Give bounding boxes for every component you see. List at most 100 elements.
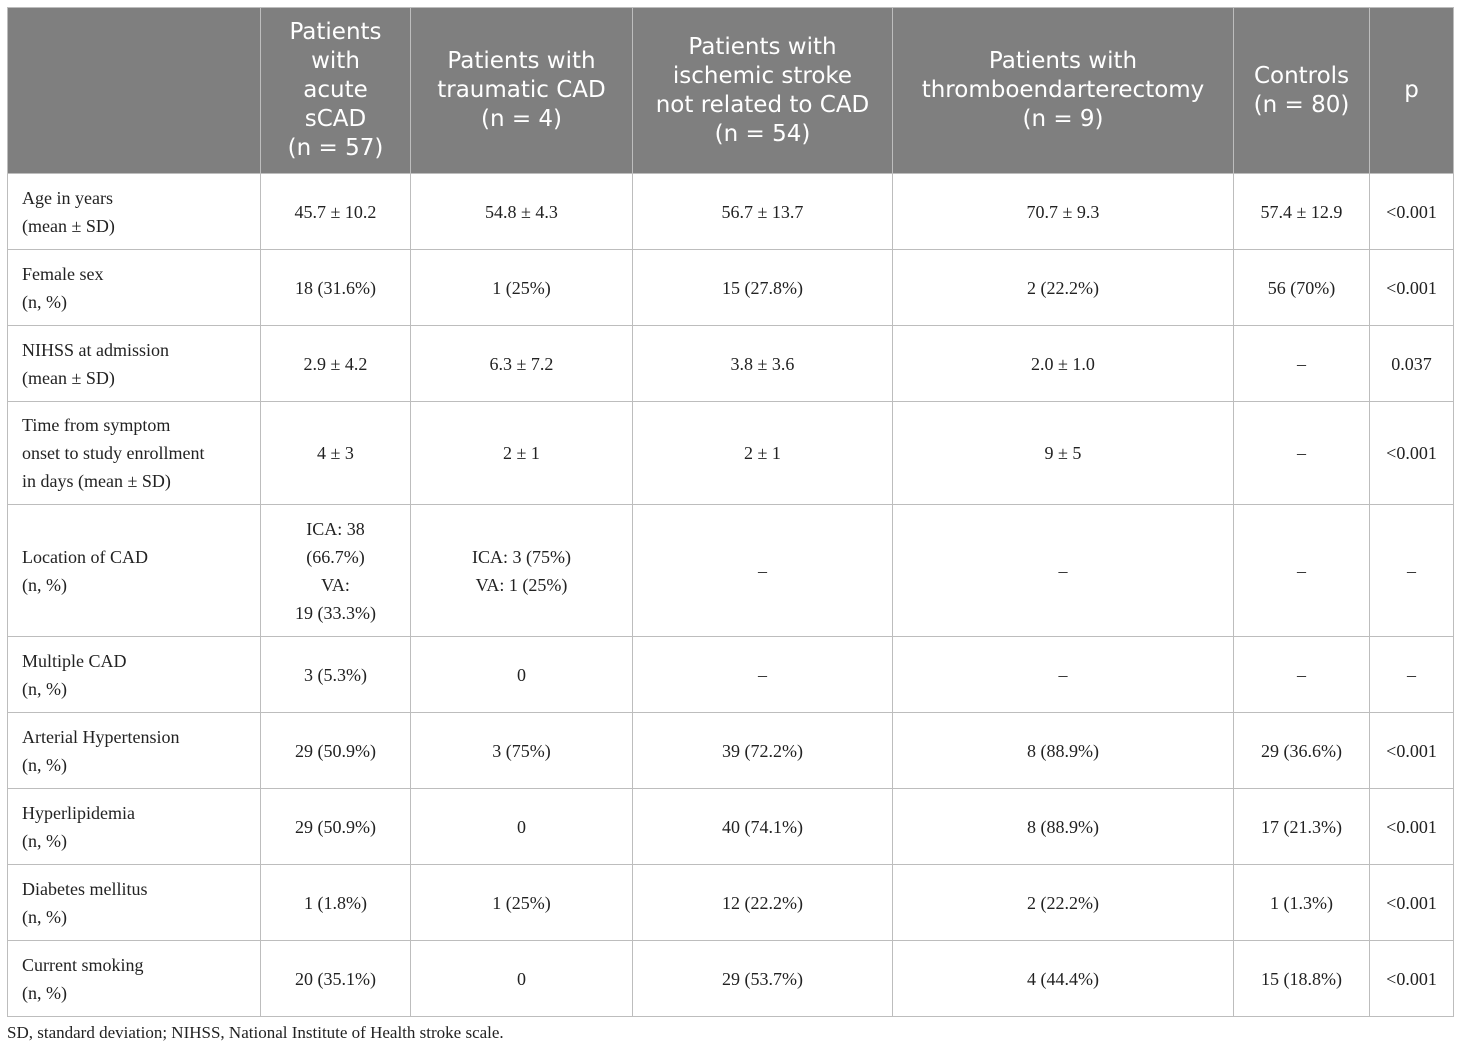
cell-ischemic-stroke: 12 (22.2%) xyxy=(632,864,893,941)
cell-controls: – xyxy=(1233,401,1370,505)
header-row: Patients with acute sCAD (n = 57) Patients w… xyxy=(7,7,1454,174)
cell-line: p xyxy=(1404,77,1419,103)
cell-line: – xyxy=(758,664,767,685)
cell-controls: 29 (36.6%) xyxy=(1233,712,1370,789)
cell-line: ischemic stroke xyxy=(672,62,853,89)
cell-thromboendarterectomy: 2 (22.2%) xyxy=(892,249,1234,326)
cell-line: <0.001 xyxy=(1386,892,1437,913)
cell-line: ICA: 38 xyxy=(306,518,365,539)
row-label: Time from symptom onset to study enrollme… xyxy=(7,401,261,505)
cell-line: 56.7 ± 13.7 xyxy=(721,201,804,222)
cell-line: in days (mean ± SD) xyxy=(22,471,171,491)
header-empty xyxy=(7,7,261,174)
cell-traumatic-cad: 0 xyxy=(410,788,633,865)
cell-p-value: <0.001 xyxy=(1369,401,1454,505)
cell-line: <0.001 xyxy=(1386,201,1437,222)
table-body: Age in years (mean ± SD) 45.7 ± 10.2 54.8 ±… xyxy=(7,173,1454,1017)
cell-line: acute xyxy=(303,77,368,103)
cell-acute-scad: 29 (50.9%) xyxy=(260,788,411,865)
cell-line: 39 (72.2%) xyxy=(722,740,803,761)
cell-line: (n, %) xyxy=(22,678,67,699)
table-container: Patients with acute sCAD (n = 57) Patients w… xyxy=(7,7,1454,1017)
cell-acute-scad: 1 (1.8%) xyxy=(260,864,411,941)
cell-acute-scad: 45.7 ± 10.2 xyxy=(260,173,411,250)
cell-line: VA: xyxy=(321,574,350,595)
cell-traumatic-cad: 54.8 ± 4.3 xyxy=(410,173,633,250)
cell-ischemic-stroke: – xyxy=(632,636,893,713)
cell-line: 17 (21.3%) xyxy=(1261,816,1342,837)
cell-line: Patients xyxy=(289,19,382,45)
cell-thromboendarterectomy: 9 ± 5 xyxy=(892,401,1234,505)
cell-line: 15 (27.8%) xyxy=(722,277,803,298)
cell-line: (mean ± SD) xyxy=(22,215,115,236)
cell-line: 20 (35.1%) xyxy=(295,968,376,989)
cell-line: 54.8 ± 4.3 xyxy=(485,201,558,222)
cell-line: – xyxy=(1297,664,1306,685)
row-label: Arterial Hypertension (n, %) xyxy=(7,712,261,789)
cell-thromboendarterectomy: – xyxy=(892,636,1234,713)
cell-controls: 57.4 ± 12.9 xyxy=(1233,173,1370,250)
cell-line: – xyxy=(1058,560,1068,581)
cell-line: Hyperlipidemia xyxy=(22,802,135,823)
cell-line: 2 ± 1 xyxy=(503,443,540,463)
cell-line: <0.001 xyxy=(1386,277,1437,298)
header-thromboendarterectomy: Patients with thromboendarterectomy (n = 9… xyxy=(892,7,1234,174)
cell-p-value: <0.001 xyxy=(1369,864,1454,941)
cell-ischemic-stroke: 56.7 ± 13.7 xyxy=(632,173,893,250)
cell-line: 3 (5.3%) xyxy=(304,664,367,685)
cell-line: – xyxy=(1407,560,1416,581)
cell-acute-scad: ICA: 38 (66.7%) VA: 19 (33.3%) xyxy=(260,504,411,637)
cell-line: 0 xyxy=(517,664,526,685)
row-label: Age in years (mean ± SD) xyxy=(7,173,261,250)
cell-line: 12 (22.2%) xyxy=(722,892,803,913)
table-row: Age in years (mean ± SD) 45.7 ± 10.2 54.8 ±… xyxy=(7,173,1454,250)
cell-traumatic-cad: 1 (25%) xyxy=(410,864,633,941)
cell-line: 15 (18.8%) xyxy=(1261,968,1342,989)
cell-traumatic-cad: 0 xyxy=(410,636,633,713)
cell-line: 2 (22.2%) xyxy=(1027,892,1099,913)
cell-line: 29 (36.6%) xyxy=(1261,740,1342,761)
cell-line: 6.3 ± 7.2 xyxy=(489,353,554,374)
cell-ischemic-stroke: 40 (74.1%) xyxy=(632,788,893,865)
cell-traumatic-cad: 6.3 ± 7.2 xyxy=(410,325,633,402)
cell-traumatic-cad: 1 (25%) xyxy=(410,249,633,326)
cell-ischemic-stroke: 29 (53.7%) xyxy=(632,940,893,1017)
cell-line: VA: 1 (25%) xyxy=(475,574,568,595)
cell-acute-scad: 20 (35.1%) xyxy=(260,940,411,1017)
cell-traumatic-cad: 3 (75%) xyxy=(410,712,633,789)
cell-line: 40 (74.1%) xyxy=(722,816,803,837)
cell-line: (n, %) xyxy=(22,754,67,775)
cell-controls: – xyxy=(1233,636,1370,713)
cell-line: 4 (44.4%) xyxy=(1027,968,1099,989)
patient-characteristics-table: Patients with acute sCAD (n = 57) Patients w… xyxy=(7,7,1454,1017)
cell-ischemic-stroke: – xyxy=(632,504,893,637)
cell-line: (66.7%) xyxy=(306,546,365,567)
cell-p-value: <0.001 xyxy=(1369,173,1454,250)
cell-line: 3.8 ± 3.6 xyxy=(730,353,795,374)
cell-p-value: – xyxy=(1369,636,1454,713)
cell-line: Patients with xyxy=(988,48,1138,74)
cell-line: 0 xyxy=(517,968,526,989)
table-row: Arterial Hypertension (n, %) 29 (50.9%) 3 (… xyxy=(7,712,1454,789)
cell-thromboendarterectomy: 4 (44.4%) xyxy=(892,940,1234,1017)
table-row: NIHSS at admission (mean ± SD) 2.9 ± 4.2 6.… xyxy=(7,325,1454,402)
cell-line: thromboendarterectomy xyxy=(921,77,1205,103)
header-traumatic-cad: Patients with traumatic CAD (n = 4) xyxy=(410,7,633,174)
cell-p-value: – xyxy=(1369,504,1454,637)
cell-line: (n = 4) xyxy=(480,106,563,132)
cell-line: (mean ± SD) xyxy=(22,367,115,388)
cell-line: 1 (1.8%) xyxy=(304,892,367,913)
cell-line: <0.001 xyxy=(1386,968,1437,989)
table-row: Female sex (n, %) 18 (31.6%) 1 (25%) 15 (27.… xyxy=(7,249,1454,326)
cell-line: 8 (88.9%) xyxy=(1027,816,1099,837)
cell-ischemic-stroke: 15 (27.8%) xyxy=(632,249,893,326)
table-row: Location of CAD (n, %) ICA: 38 (66.7%) VA: 19… xyxy=(7,504,1454,637)
row-label: Diabetes mellitus (n, %) xyxy=(7,864,261,941)
row-label: Female sex (n, %) xyxy=(7,249,261,326)
cell-controls: 56 (70%) xyxy=(1233,249,1370,326)
table-row: Time from symptom onset to study enrollme… xyxy=(7,401,1454,505)
cell-line: Time from symptom xyxy=(22,415,171,435)
cell-line: onset to study enrollment xyxy=(22,443,205,463)
cell-line: (n, %) xyxy=(22,291,67,312)
cell-p-value: 0.037 xyxy=(1369,325,1454,402)
